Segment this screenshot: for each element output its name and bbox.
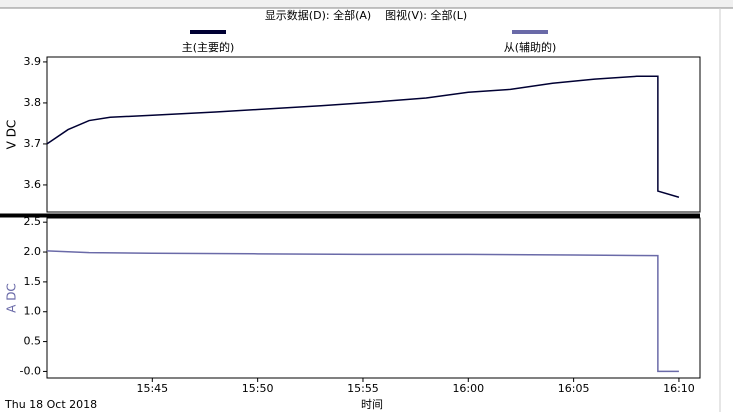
title-strip bbox=[0, 0, 733, 8]
y-tick-label: 1.5 bbox=[24, 275, 42, 288]
data-line bbox=[46, 250, 679, 373]
y-tick-label: 3.9 bbox=[24, 55, 42, 68]
x-tick-label: 16:05 bbox=[558, 382, 590, 395]
y-axis-label: A DC bbox=[5, 283, 19, 313]
plot-area bbox=[46, 217, 701, 379]
y-tick-label: 3.7 bbox=[24, 137, 42, 150]
y-tick-label: 0.5 bbox=[24, 335, 42, 348]
legend-label: 从(辅助的) bbox=[504, 40, 557, 54]
y-tick-label: -0.0 bbox=[20, 364, 41, 377]
y-tick-label: 3.8 bbox=[24, 96, 42, 109]
plot-area bbox=[46, 56, 701, 213]
x-tick-label: 15:50 bbox=[242, 382, 274, 395]
y-tick-label: 1.0 bbox=[24, 305, 42, 318]
x-tick-label: 16:10 bbox=[663, 382, 695, 395]
x-tick-label: 15:45 bbox=[136, 382, 168, 395]
y-tick-label: 3.6 bbox=[24, 178, 42, 191]
x-axis-label: 时间 bbox=[361, 398, 383, 411]
data-line bbox=[46, 75, 680, 198]
y-tick-label: 2.0 bbox=[24, 245, 42, 258]
legend-label: 主(主要的) bbox=[182, 40, 235, 54]
y-tick-label: 2.5 bbox=[24, 215, 42, 228]
x-tick-label: 16:00 bbox=[452, 382, 484, 395]
toolbar-text[interactable]: 显示数据(D): 全部(A) 图视(V): 全部(L) bbox=[265, 8, 467, 22]
y-axis-label: V DC bbox=[5, 120, 19, 150]
x-tick-label: 15:55 bbox=[347, 382, 379, 395]
date-label: Thu 18 Oct 2018 bbox=[4, 398, 97, 411]
